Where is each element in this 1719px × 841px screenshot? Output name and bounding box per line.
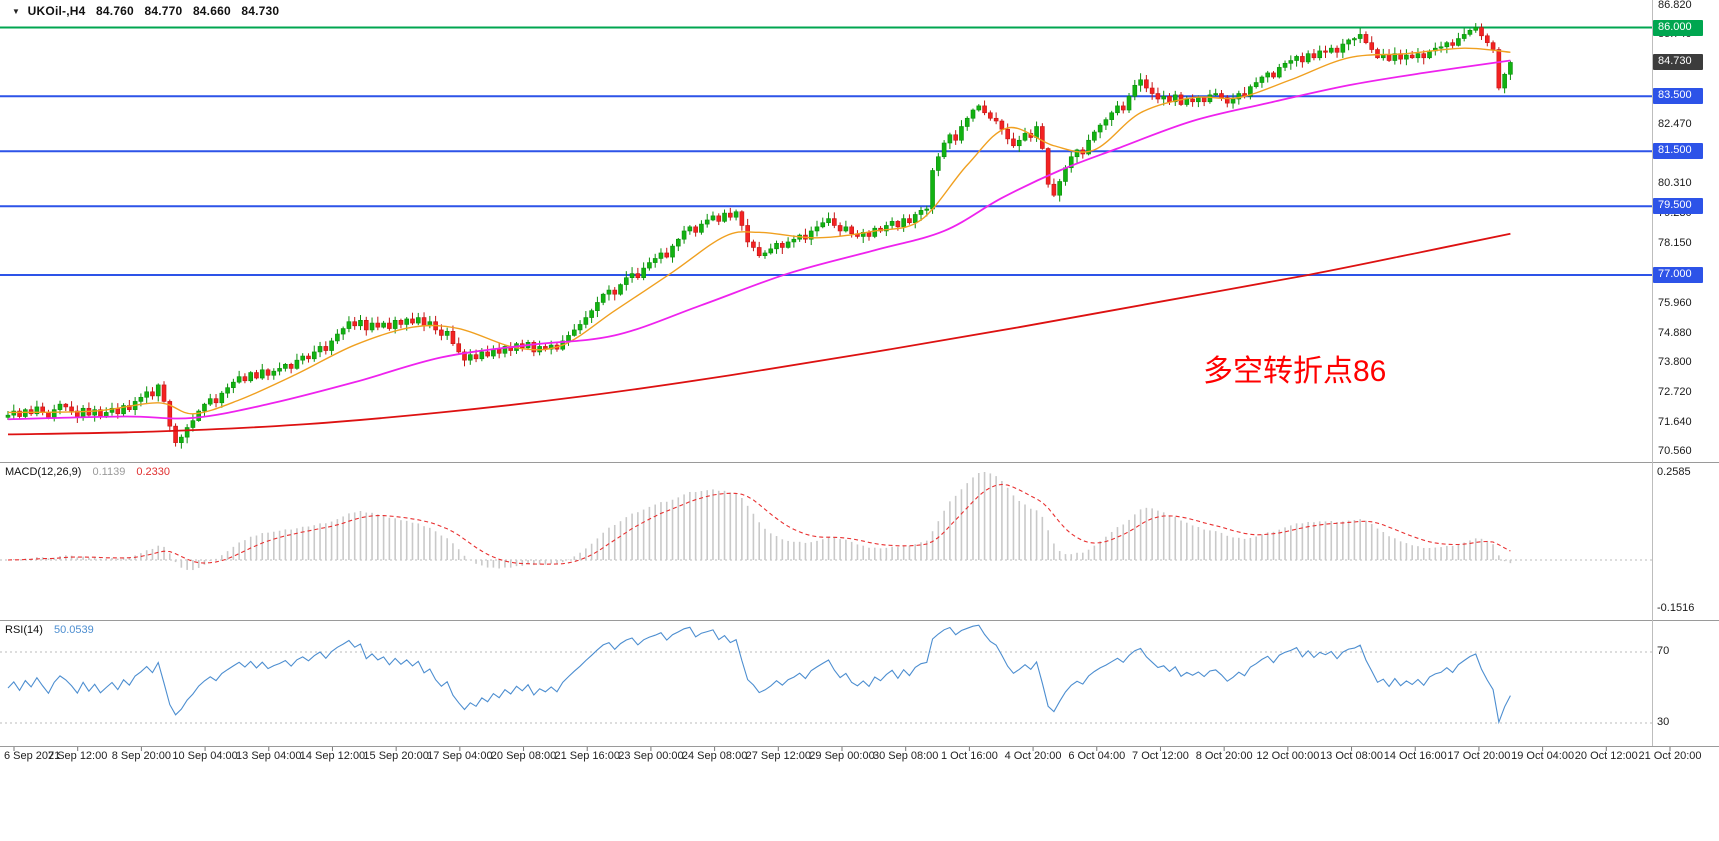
price-badge-81.500: 81.500 (1653, 143, 1703, 160)
price-badge-83.500: 83.500 (1653, 88, 1703, 105)
ohlc-low: 84.660 (192, 4, 231, 18)
rsi-value: 50.0539 (53, 624, 94, 636)
rsi-line (7, 624, 1511, 725)
time-axis-label: 19 Oct 04:00 (1511, 750, 1575, 762)
ohlc-close: 84.730 (241, 4, 280, 18)
time-axis-label: 24 Sep 08:00 (681, 750, 748, 762)
price-axis-label: 86.820 (1658, 0, 1692, 11)
candles-layer (5, 23, 1513, 449)
price-axis-label: 82.470 (1658, 118, 1692, 131)
time-axis-label: 1 Oct 16:00 (940, 750, 998, 762)
time-axis-label: 7 Sep 12:00 (48, 750, 108, 762)
macd-signal-line (7, 483, 1511, 565)
panel-separator-macd[interactable] (0, 462, 1719, 463)
price-axis-label: 72.720 (1658, 386, 1692, 399)
chart-annotation[interactable]: 多空转折点86 (1203, 355, 1387, 388)
symbol-marker-icon: ▼ (12, 7, 21, 16)
ohlc-open: 84.760 (96, 4, 134, 18)
rsi-indicator (0, 624, 1652, 725)
ohlc-high: 84.770 (144, 4, 183, 18)
price-badge-86.000: 86.000 (1653, 19, 1703, 36)
price-badge-77.000: 77.000 (1653, 266, 1703, 283)
time-axis-label: 14 Sep 12:00 (299, 750, 366, 762)
rsi-name: RSI(14) (5, 624, 43, 636)
symbol-period: UKOil-,H4 (27, 4, 86, 18)
time-axis-label: 6 Sep 2021 (4, 750, 61, 762)
rsi-label: RSI(14) 50.0539 (5, 624, 94, 636)
time-axis-label: 8 Sep 20:00 (111, 750, 172, 762)
time-axis-label: 17 Oct 20:00 (1447, 750, 1511, 762)
macd-axis-min: -0.1516 (1657, 602, 1695, 614)
time-axis-label: 8 Oct 20:00 (1195, 750, 1253, 762)
time-ticks (13, 747, 1671, 751)
panel-separator-rsi[interactable] (0, 620, 1719, 621)
time-axis-label: 12 Oct 00:00 (1256, 750, 1320, 762)
time-axis-border (0, 746, 1719, 747)
time-axis-label: 20 Oct 12:00 (1574, 750, 1638, 762)
ma-line-fast (7, 47, 1511, 415)
macd-axis-max: 0.2585 (1657, 466, 1691, 478)
price-axis-border (1652, 0, 1653, 746)
time-axis-label: 10 Sep 04:00 (172, 750, 238, 762)
time-axis-label: 23 Sep 00:00 (618, 750, 684, 762)
horizontal-levels[interactable] (0, 26, 1652, 276)
time-axis-label: 15 Sep 20:00 (363, 750, 429, 762)
ma-line-slow (7, 232, 1511, 436)
price-axis-label: 75.960 (1658, 297, 1692, 310)
time-axis-label: 6 Oct 04:00 (1068, 750, 1126, 762)
time-axis-label: 17 Sep 04:00 (427, 750, 493, 762)
time-axis[interactable]: 6 Sep 2021 7 Sep 12:00 8 Sep 20:00 10 Sep 0… (0, 746, 1719, 768)
price-axis-label: 80.310 (1658, 177, 1692, 190)
price-axis-label: 70.560 (1658, 445, 1692, 458)
price-axis-label: 78.150 (1658, 236, 1692, 249)
time-axis-label: 29 Sep 00:00 (809, 750, 875, 762)
time-axis-label: 20 Sep 08:00 (490, 750, 557, 762)
time-axis-label: 30 Sep 08:00 (872, 750, 939, 762)
time-axis-label: 4 Oct 20:00 (1004, 750, 1062, 762)
ma-line-mid (7, 59, 1511, 421)
rsi-axis-70: 70 (1657, 645, 1670, 657)
time-axis-label: 7 Oct 12:00 (1132, 750, 1189, 762)
time-axis-label: 27 Sep 12:00 (745, 750, 812, 762)
price-badge-79.500: 79.500 (1653, 198, 1703, 215)
time-axis-label: 21 Sep 16:00 (554, 750, 620, 762)
macd-value-main: 0.1139 (92, 466, 126, 478)
price-axis-label: 74.880 (1658, 326, 1692, 339)
macd-name: MACD(12,26,9) (5, 466, 82, 478)
time-axis-label: 13 Oct 08:00 (1320, 750, 1384, 762)
time-axis-label: 14 Oct 16:00 (1383, 750, 1447, 762)
macd-label: MACD(12,26,9) 0.1139 0.2330 (5, 466, 170, 478)
time-axis-label: 21 Oct 20:00 (1638, 750, 1702, 762)
symbol-title: ▼ UKOil-,H4 84.760 84.770 84.660 84.730 (12, 4, 279, 18)
price-axis-label: 71.640 (1658, 415, 1692, 428)
time-axis-label: 13 Sep 04:00 (236, 750, 302, 762)
price-badge-84.730: 84.730 (1653, 54, 1703, 71)
macd-indicator (0, 472, 1652, 571)
price-axis-label: 73.800 (1658, 356, 1692, 369)
rsi-axis-30: 30 (1657, 716, 1670, 728)
price-axis[interactable]: 86.82085.74082.47080.31079.23078.15075.9… (1652, 0, 1719, 746)
macd-value-signal: 0.2330 (136, 466, 171, 478)
